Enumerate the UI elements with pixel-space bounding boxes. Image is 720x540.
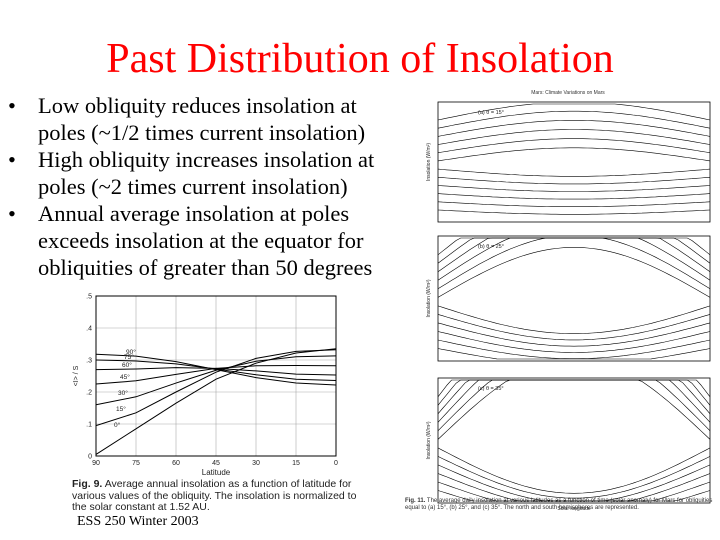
- x-tick-label: 75: [132, 460, 140, 467]
- insolation-curve: [437, 247, 711, 298]
- x-axis-label: Latitude: [202, 468, 231, 477]
- panel-label: (c) θ = 35°: [478, 386, 504, 392]
- series-label: 45°: [120, 373, 130, 381]
- left-figure-label: Fig. 9.: [72, 478, 103, 490]
- y-tick-label: .5: [86, 294, 92, 301]
- insolation-curve: [437, 379, 711, 440]
- insolation-curve: [437, 185, 711, 192]
- panel-y-label: Insolation (W/m²): [426, 143, 432, 181]
- insolation-curve: [437, 456, 711, 499]
- panel-frame: [437, 235, 711, 362]
- x-tick-label: 30: [252, 460, 260, 467]
- left-figure-caption: Fig. 9. Average annual insolation as a f…: [72, 478, 362, 514]
- bullet-text: Low obliquity reduces insolation at pole…: [38, 93, 366, 145]
- insolation-curve: [437, 201, 711, 207]
- series-label: 75°: [124, 353, 134, 361]
- series-label: 90°: [126, 348, 136, 356]
- insolation-curve: [437, 447, 711, 494]
- footer-text: ESS 250 Winter 2003: [77, 514, 199, 529]
- plot-frame: [95, 295, 337, 457]
- panel-frame: [437, 101, 711, 223]
- series-line: [95, 353, 337, 386]
- bullet-item: • Low obliquity reduces insolation at po…: [8, 92, 408, 146]
- insolation-curve: [437, 331, 711, 353]
- series-label: 0°: [114, 421, 121, 429]
- annual-insolation-chart: 90 75 60 45 30 15 0 0 .1 .2 .3 .4 .5 Latitude <I> / S 9…: [73, 294, 338, 478]
- insolation-curve: [437, 379, 711, 406]
- series-line: [95, 349, 337, 427]
- series-line: [95, 348, 337, 455]
- x-tick-label: 90: [92, 460, 100, 467]
- panel-y-label: Insolation (W/m²): [426, 421, 432, 459]
- y-axis-label: <I> / S: [73, 365, 80, 386]
- right-figure-label: Fig. 11.: [405, 498, 426, 504]
- series-label: 60°: [122, 361, 132, 369]
- insolation-curve: [437, 129, 711, 145]
- insolation-curve: [437, 147, 711, 162]
- bullet-dot: •: [8, 201, 16, 226]
- panel-y-label: Insolation (W/m²): [426, 279, 432, 317]
- series-line: [95, 364, 337, 385]
- bullet-dot: •: [8, 93, 16, 118]
- series-line: [95, 359, 337, 381]
- x-tick-label: 0: [334, 460, 338, 467]
- left-figure-caption-text: Average annual insolation as a function …: [72, 478, 357, 513]
- insolation-curve: [437, 237, 711, 290]
- insolation-curve: [437, 490, 711, 502]
- bullet-text: Annual average insolation at poles excee…: [38, 201, 373, 280]
- y-tick-label: 0: [88, 454, 92, 461]
- insolation-curve: [437, 177, 711, 185]
- bullet-item: • High obliquity increases insolation at…: [8, 146, 408, 200]
- series-line: [95, 355, 337, 406]
- insolation-curve: [437, 103, 711, 121]
- y-tick-label: .1: [86, 422, 92, 429]
- insolation-curve: [437, 209, 711, 215]
- insolation-curve: [437, 110, 711, 129]
- slide-title: Past Distribution of Insolation: [106, 36, 614, 82]
- insolation-curve: [437, 168, 711, 177]
- y-tick-label: .3: [86, 358, 92, 365]
- seasonal-insolation-figure: Mars: Climate Variations on Mars (a) θ =…: [426, 90, 711, 512]
- insolation-curve: [437, 473, 711, 502]
- series-label: 15°: [116, 405, 126, 413]
- x-tick-label: 45: [212, 460, 220, 467]
- right-figure-caption-text: The average daily insolation at various …: [405, 498, 713, 511]
- y-tick-label: .2: [86, 390, 92, 397]
- insolation-curve: [437, 314, 711, 341]
- insolation-curve: [437, 305, 711, 334]
- bullet-item: • Annual average insolation at poles exc…: [8, 200, 408, 281]
- insolation-curve: [437, 193, 711, 200]
- insolation-curve: [437, 120, 711, 137]
- right-figure-caption: Fig. 11. The average daily insolation at…: [405, 498, 715, 512]
- x-tick-label: 60: [172, 460, 180, 467]
- right-figure-header: Mars: Climate Variations on Mars: [531, 90, 605, 96]
- panel-label: (a) θ = 15°: [478, 110, 504, 116]
- insolation-curve: [437, 322, 711, 347]
- bullet-list: • Low obliquity reduces insolation at po…: [8, 92, 408, 281]
- bullet-text: High obliquity increases insolation at p…: [38, 147, 375, 199]
- insolation-curve: [437, 348, 711, 360]
- right-x-axis-label: Solar longitude: [557, 506, 591, 512]
- insolation-curve: [437, 138, 711, 153]
- bullet-dot: •: [8, 147, 16, 172]
- panel-frame: [437, 377, 711, 504]
- insolation-curve: [437, 237, 711, 264]
- x-tick-label: 15: [292, 460, 300, 467]
- y-tick-label: .4: [86, 326, 92, 333]
- insolation-curve: [437, 464, 711, 502]
- series-label: 30°: [118, 389, 128, 397]
